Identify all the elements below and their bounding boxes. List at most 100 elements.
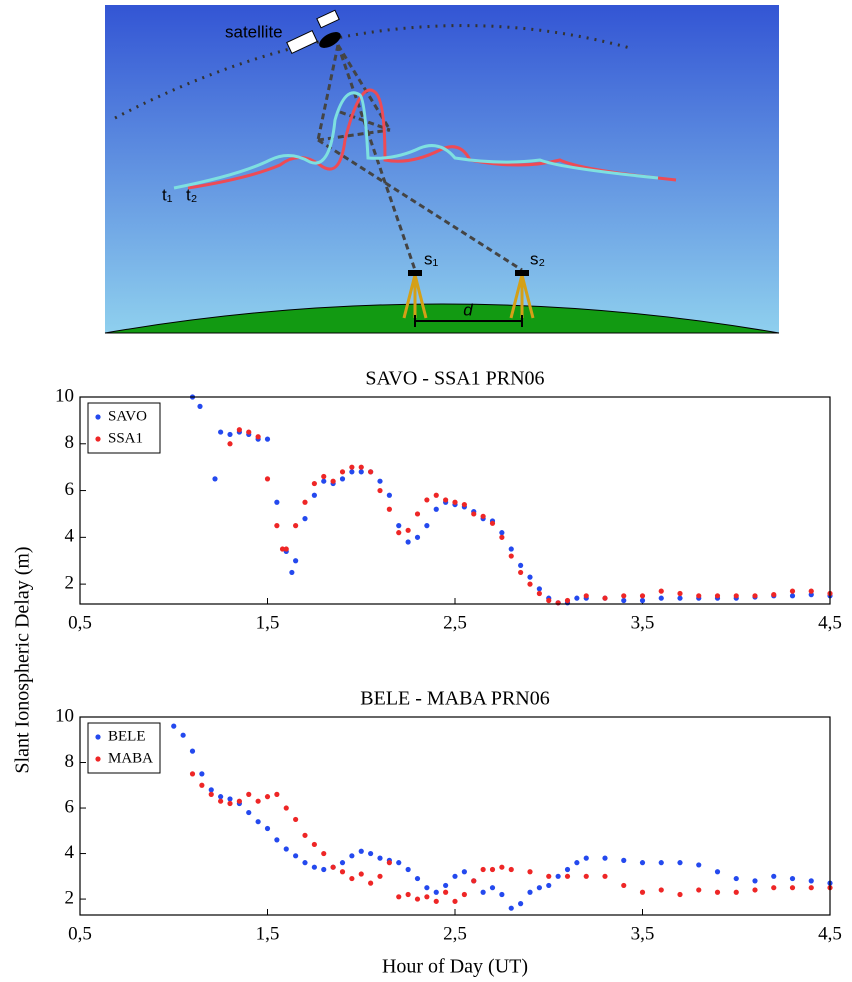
data-point bbox=[199, 783, 204, 788]
x-tick-label: 4,5 bbox=[818, 612, 842, 633]
data-point bbox=[809, 885, 814, 890]
data-point bbox=[546, 874, 551, 879]
y-tick-label: 8 bbox=[65, 751, 75, 772]
s1-label: s₁ bbox=[424, 249, 439, 268]
data-point bbox=[677, 860, 682, 865]
data-point bbox=[406, 867, 411, 872]
x-axis-label: Hour of Day (UT) bbox=[382, 956, 528, 978]
data-point bbox=[349, 853, 354, 858]
data-point bbox=[265, 794, 270, 799]
data-point bbox=[659, 589, 664, 594]
data-point bbox=[537, 885, 542, 890]
y-tick-label: 2 bbox=[65, 572, 75, 593]
data-point bbox=[509, 553, 514, 558]
data-point bbox=[640, 890, 645, 895]
data-point bbox=[734, 593, 739, 598]
data-point bbox=[218, 799, 223, 804]
legend-label: BELE bbox=[108, 728, 146, 744]
data-point bbox=[406, 528, 411, 533]
data-point bbox=[452, 874, 457, 879]
y-axis-label: Slant Ionospheric Delay (m) bbox=[12, 546, 34, 773]
y-tick-label: 4 bbox=[65, 526, 75, 547]
data-point bbox=[396, 530, 401, 535]
data-point bbox=[396, 523, 401, 528]
data-point bbox=[415, 896, 420, 901]
data-point bbox=[227, 432, 232, 437]
data-point bbox=[340, 476, 345, 481]
data-point bbox=[659, 887, 664, 892]
data-point bbox=[537, 591, 542, 596]
data-point bbox=[171, 724, 176, 729]
figure-canvas: satellite t₁ t₂ s₁ s₂ d SAVO - SSA1 PRN0… bbox=[0, 0, 852, 982]
y-tick-label: 6 bbox=[65, 479, 75, 500]
data-point bbox=[387, 860, 392, 865]
distance-label: d bbox=[463, 300, 473, 319]
data-point bbox=[809, 589, 814, 594]
data-point bbox=[368, 881, 373, 886]
data-point bbox=[312, 481, 317, 486]
data-point bbox=[546, 883, 551, 888]
data-point bbox=[509, 867, 514, 872]
data-point bbox=[209, 792, 214, 797]
data-point bbox=[462, 892, 467, 897]
x-tick-label: 3,5 bbox=[631, 612, 655, 633]
y-tick-label: 10 bbox=[55, 385, 74, 406]
data-point bbox=[602, 596, 607, 601]
data-point bbox=[289, 570, 294, 575]
y-tick-label: 4 bbox=[65, 842, 75, 863]
data-point bbox=[752, 878, 757, 883]
data-point bbox=[490, 867, 495, 872]
data-point bbox=[302, 500, 307, 505]
data-point bbox=[197, 404, 202, 409]
data-point bbox=[181, 733, 186, 738]
data-point bbox=[212, 476, 217, 481]
data-point bbox=[790, 876, 795, 881]
data-point bbox=[518, 570, 523, 575]
data-point bbox=[443, 883, 448, 888]
data-point bbox=[209, 787, 214, 792]
data-point bbox=[584, 856, 589, 861]
data-point bbox=[331, 865, 336, 870]
data-point bbox=[359, 871, 364, 876]
data-point bbox=[415, 876, 420, 881]
data-point bbox=[771, 885, 776, 890]
t2-label: t₂ bbox=[186, 185, 197, 204]
data-point bbox=[574, 860, 579, 865]
data-point bbox=[321, 851, 326, 856]
data-point bbox=[321, 867, 326, 872]
data-point bbox=[387, 493, 392, 498]
data-point bbox=[359, 469, 364, 474]
data-point bbox=[462, 869, 467, 874]
data-point bbox=[434, 493, 439, 498]
data-point bbox=[602, 874, 607, 879]
data-point bbox=[349, 465, 354, 470]
data-point bbox=[715, 890, 720, 895]
data-point bbox=[190, 749, 195, 754]
data-point bbox=[321, 474, 326, 479]
data-point bbox=[415, 535, 420, 540]
data-point bbox=[556, 874, 561, 879]
data-point bbox=[434, 890, 439, 895]
x-tick-label: 2,5 bbox=[443, 923, 467, 944]
data-point bbox=[284, 546, 289, 551]
y-tick-label: 10 bbox=[55, 705, 74, 726]
data-point bbox=[574, 596, 579, 601]
x-tick-label: 2,5 bbox=[443, 612, 467, 633]
data-point bbox=[509, 906, 514, 911]
data-point bbox=[302, 833, 307, 838]
data-point bbox=[246, 810, 251, 815]
data-point bbox=[518, 563, 523, 568]
chart-title: SAVO - SSA1 PRN06 bbox=[365, 368, 544, 390]
data-point bbox=[584, 874, 589, 879]
data-point bbox=[256, 799, 261, 804]
data-point bbox=[640, 860, 645, 865]
data-point bbox=[265, 437, 270, 442]
data-point bbox=[415, 511, 420, 516]
data-point bbox=[556, 600, 561, 605]
data-point bbox=[734, 876, 739, 881]
data-point bbox=[246, 429, 251, 434]
data-point bbox=[771, 874, 776, 879]
data-point bbox=[359, 849, 364, 854]
data-point bbox=[424, 885, 429, 890]
data-point bbox=[237, 427, 242, 432]
